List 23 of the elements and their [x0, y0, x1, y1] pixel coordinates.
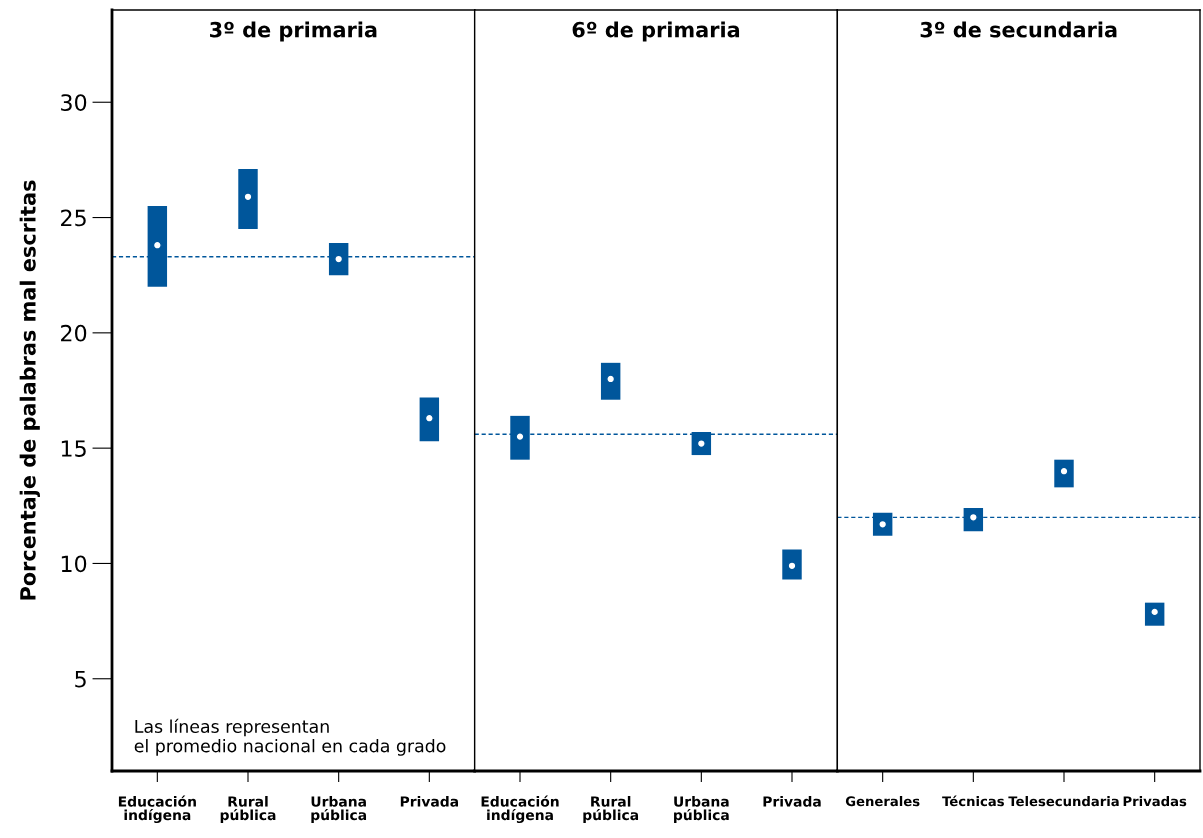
chart-title: 3º de secundaria [920, 21, 1117, 38]
x-tick-label: Rural pública [220, 796, 276, 823]
y-tick-label: 15 [61, 440, 86, 457]
y-tick-label: 5 [75, 671, 86, 688]
x-tick-label: Urbana pública [311, 796, 367, 823]
x-tick-label: Privada [763, 796, 821, 807]
x-tick-label: Educación indígena [118, 795, 196, 823]
x-tick-label: Generales [845, 796, 920, 807]
annotation: Las líneas representan el promedio nacional en cada grado [134, 718, 446, 756]
y-tick-label: 10 [61, 555, 87, 573]
y-axis-title: Porcentaje de palabras mal escritas [19, 180, 40, 600]
text: 3º de primaria [210, 21, 377, 42]
x-tick-label: Rural pública [583, 796, 639, 823]
x-tick-label: Educación indígena [481, 795, 559, 823]
x-tick-label: Privadas [1123, 796, 1187, 807]
x-tick-label: Telesecundaria [1008, 796, 1119, 807]
x-tick-label: Privada [400, 796, 459, 807]
y-tick-label: 25 [61, 209, 86, 227]
x-tick-label: Urbana pública [674, 796, 729, 823]
x-tick-label: Técnicas [942, 795, 1004, 807]
y-tick-label: 20 [61, 324, 87, 342]
y-tick-label: 30 [61, 94, 87, 111]
text: 6º de primaria [572, 21, 740, 42]
